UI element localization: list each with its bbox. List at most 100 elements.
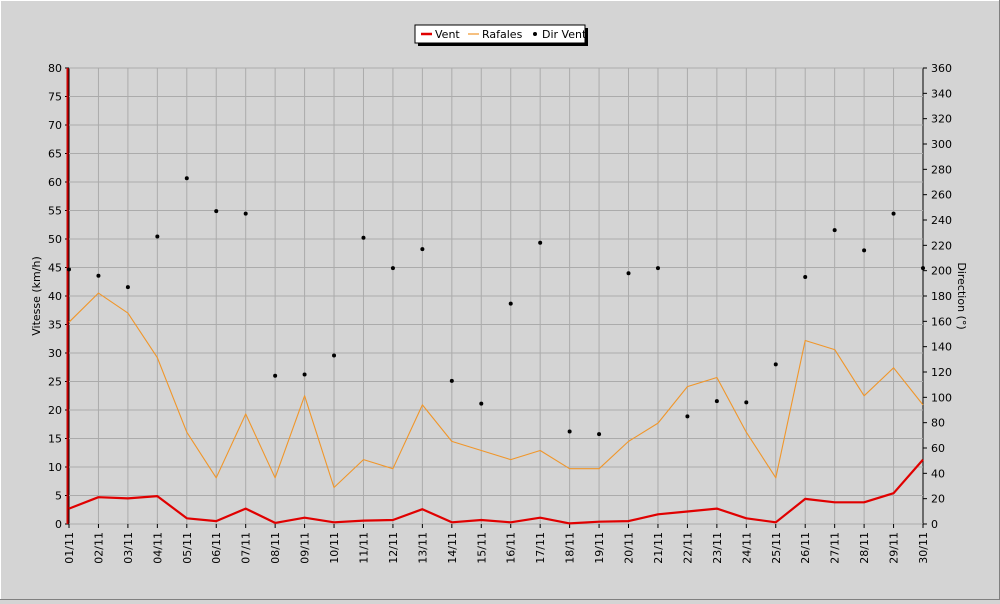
legend-label-rafales: Rafales	[482, 28, 523, 41]
x-tick-label: 07/11	[240, 532, 253, 564]
y2-tick-label: 40	[931, 467, 945, 480]
y2-tick-label: 320	[931, 113, 952, 126]
data-point-dir-vent	[450, 379, 454, 383]
x-tick-label: 19/11	[593, 532, 606, 564]
x-tick-label: 11/11	[357, 532, 370, 564]
y-tick-label: 0	[55, 518, 62, 531]
y2-tick-label: 100	[931, 391, 952, 404]
x-tick-label: 02/11	[92, 532, 105, 564]
y2-tick-label: 180	[931, 290, 952, 303]
y2-tick-label: 360	[931, 62, 952, 75]
data-point-dir-vent	[833, 228, 837, 232]
y2-tick-label: 260	[931, 189, 952, 202]
data-point-dir-vent	[126, 285, 130, 289]
y2-tick-label: 220	[931, 239, 952, 252]
x-tick-label: 29/11	[888, 532, 901, 564]
y2-axis-label: Direction (°)	[955, 262, 968, 329]
x-tick-label: 18/11	[564, 532, 577, 564]
data-point-dir-vent	[803, 275, 807, 279]
x-tick-label: 21/11	[652, 532, 665, 564]
x-tick-label: 15/11	[475, 532, 488, 564]
y2-tick-label: 60	[931, 442, 945, 455]
data-point-dir-vent	[774, 362, 778, 366]
y-tick-label: 35	[48, 319, 62, 332]
x-tick-label: 12/11	[387, 532, 400, 564]
data-point-dir-vent	[155, 234, 159, 238]
x-tick-label: 26/11	[799, 532, 812, 564]
x-tick-label: 28/11	[858, 532, 871, 564]
x-tick-label: 16/11	[505, 532, 518, 564]
x-tick-label: 14/11	[446, 532, 459, 564]
y-axis-label: Vitesse (km/h)	[30, 256, 43, 336]
y2-tick-label: 340	[931, 87, 952, 100]
data-point-dir-vent	[568, 430, 572, 434]
legend-label-vent: Vent	[435, 28, 460, 41]
data-point-dir-vent	[214, 209, 218, 213]
y-tick-label: 60	[48, 176, 62, 189]
y2-tick-label: 280	[931, 163, 952, 176]
x-tick-label: 23/11	[711, 532, 724, 564]
y2-tick-label: 80	[931, 417, 945, 430]
y2-tick-label: 20	[931, 493, 945, 506]
y2-tick-label: 140	[931, 341, 952, 354]
x-tick-label: 05/11	[181, 532, 194, 564]
data-point-dir-vent	[656, 266, 660, 270]
x-tick-label: 03/11	[122, 532, 135, 564]
y-tick-label: 45	[48, 262, 62, 275]
data-point-dir-vent	[420, 247, 424, 251]
y-tick-label: 15	[48, 433, 62, 446]
data-point-dir-vent	[185, 176, 189, 180]
data-point-dir-vent	[685, 414, 689, 418]
x-tick-label: 30/11	[917, 532, 930, 564]
y-tick-label: 75	[48, 91, 62, 104]
data-point-dir-vent	[509, 302, 513, 306]
y-tick-label: 5	[55, 490, 62, 503]
data-point-dir-vent	[244, 212, 248, 216]
y-tick-label: 80	[48, 62, 62, 75]
data-point-dir-vent	[479, 402, 483, 406]
x-tick-label: 01/11	[63, 532, 76, 564]
y2-tick-label: 200	[931, 265, 952, 278]
data-point-dir-vent	[627, 271, 631, 275]
data-point-dir-vent	[303, 373, 307, 377]
data-point-dir-vent	[892, 212, 896, 216]
data-point-dir-vent	[538, 241, 542, 245]
data-point-dir-vent	[744, 400, 748, 404]
x-tick-label: 24/11	[740, 532, 753, 564]
y2-tick-label: 0	[931, 518, 938, 531]
y2-tick-label: 300	[931, 138, 952, 151]
y-tick-label: 65	[48, 148, 62, 161]
data-point-dir-vent	[96, 274, 100, 278]
x-tick-label: 09/11	[299, 532, 312, 564]
x-tick-label: 08/11	[269, 532, 282, 564]
y-tick-label: 20	[48, 404, 62, 417]
y-tick-label: 10	[48, 461, 62, 474]
legend-swatch-dir-vent	[533, 32, 537, 36]
x-tick-label: 06/11	[210, 532, 223, 564]
legend: Vent Rafales Dir Vent	[415, 25, 588, 46]
data-point-dir-vent	[597, 432, 601, 436]
data-point-dir-vent	[715, 399, 719, 403]
y2-tick-label: 120	[931, 366, 952, 379]
x-tick-label: 13/11	[416, 532, 429, 564]
data-point-dir-vent	[921, 266, 925, 270]
y-tick-label: 50	[48, 233, 62, 246]
legend-label-dir-vent: Dir Vent	[542, 28, 587, 41]
data-point-dir-vent	[67, 267, 71, 271]
data-point-dir-vent	[273, 374, 277, 378]
y2-tick-label: 160	[931, 315, 952, 328]
x-tick-label: 04/11	[151, 532, 164, 564]
x-tick-label: 10/11	[328, 532, 341, 564]
x-tick-label: 25/11	[770, 532, 783, 564]
x-tick-label: 20/11	[623, 532, 636, 564]
data-point-dir-vent	[391, 266, 395, 270]
x-tick-label: 17/11	[534, 532, 547, 564]
data-point-dir-vent	[361, 236, 365, 240]
y-tick-label: 55	[48, 205, 62, 218]
y-tick-label: 30	[48, 347, 62, 360]
y2-tick-label: 240	[931, 214, 952, 227]
x-tick-label: 22/11	[681, 532, 694, 564]
data-point-dir-vent	[862, 248, 866, 252]
x-tick-label: 27/11	[829, 532, 842, 564]
